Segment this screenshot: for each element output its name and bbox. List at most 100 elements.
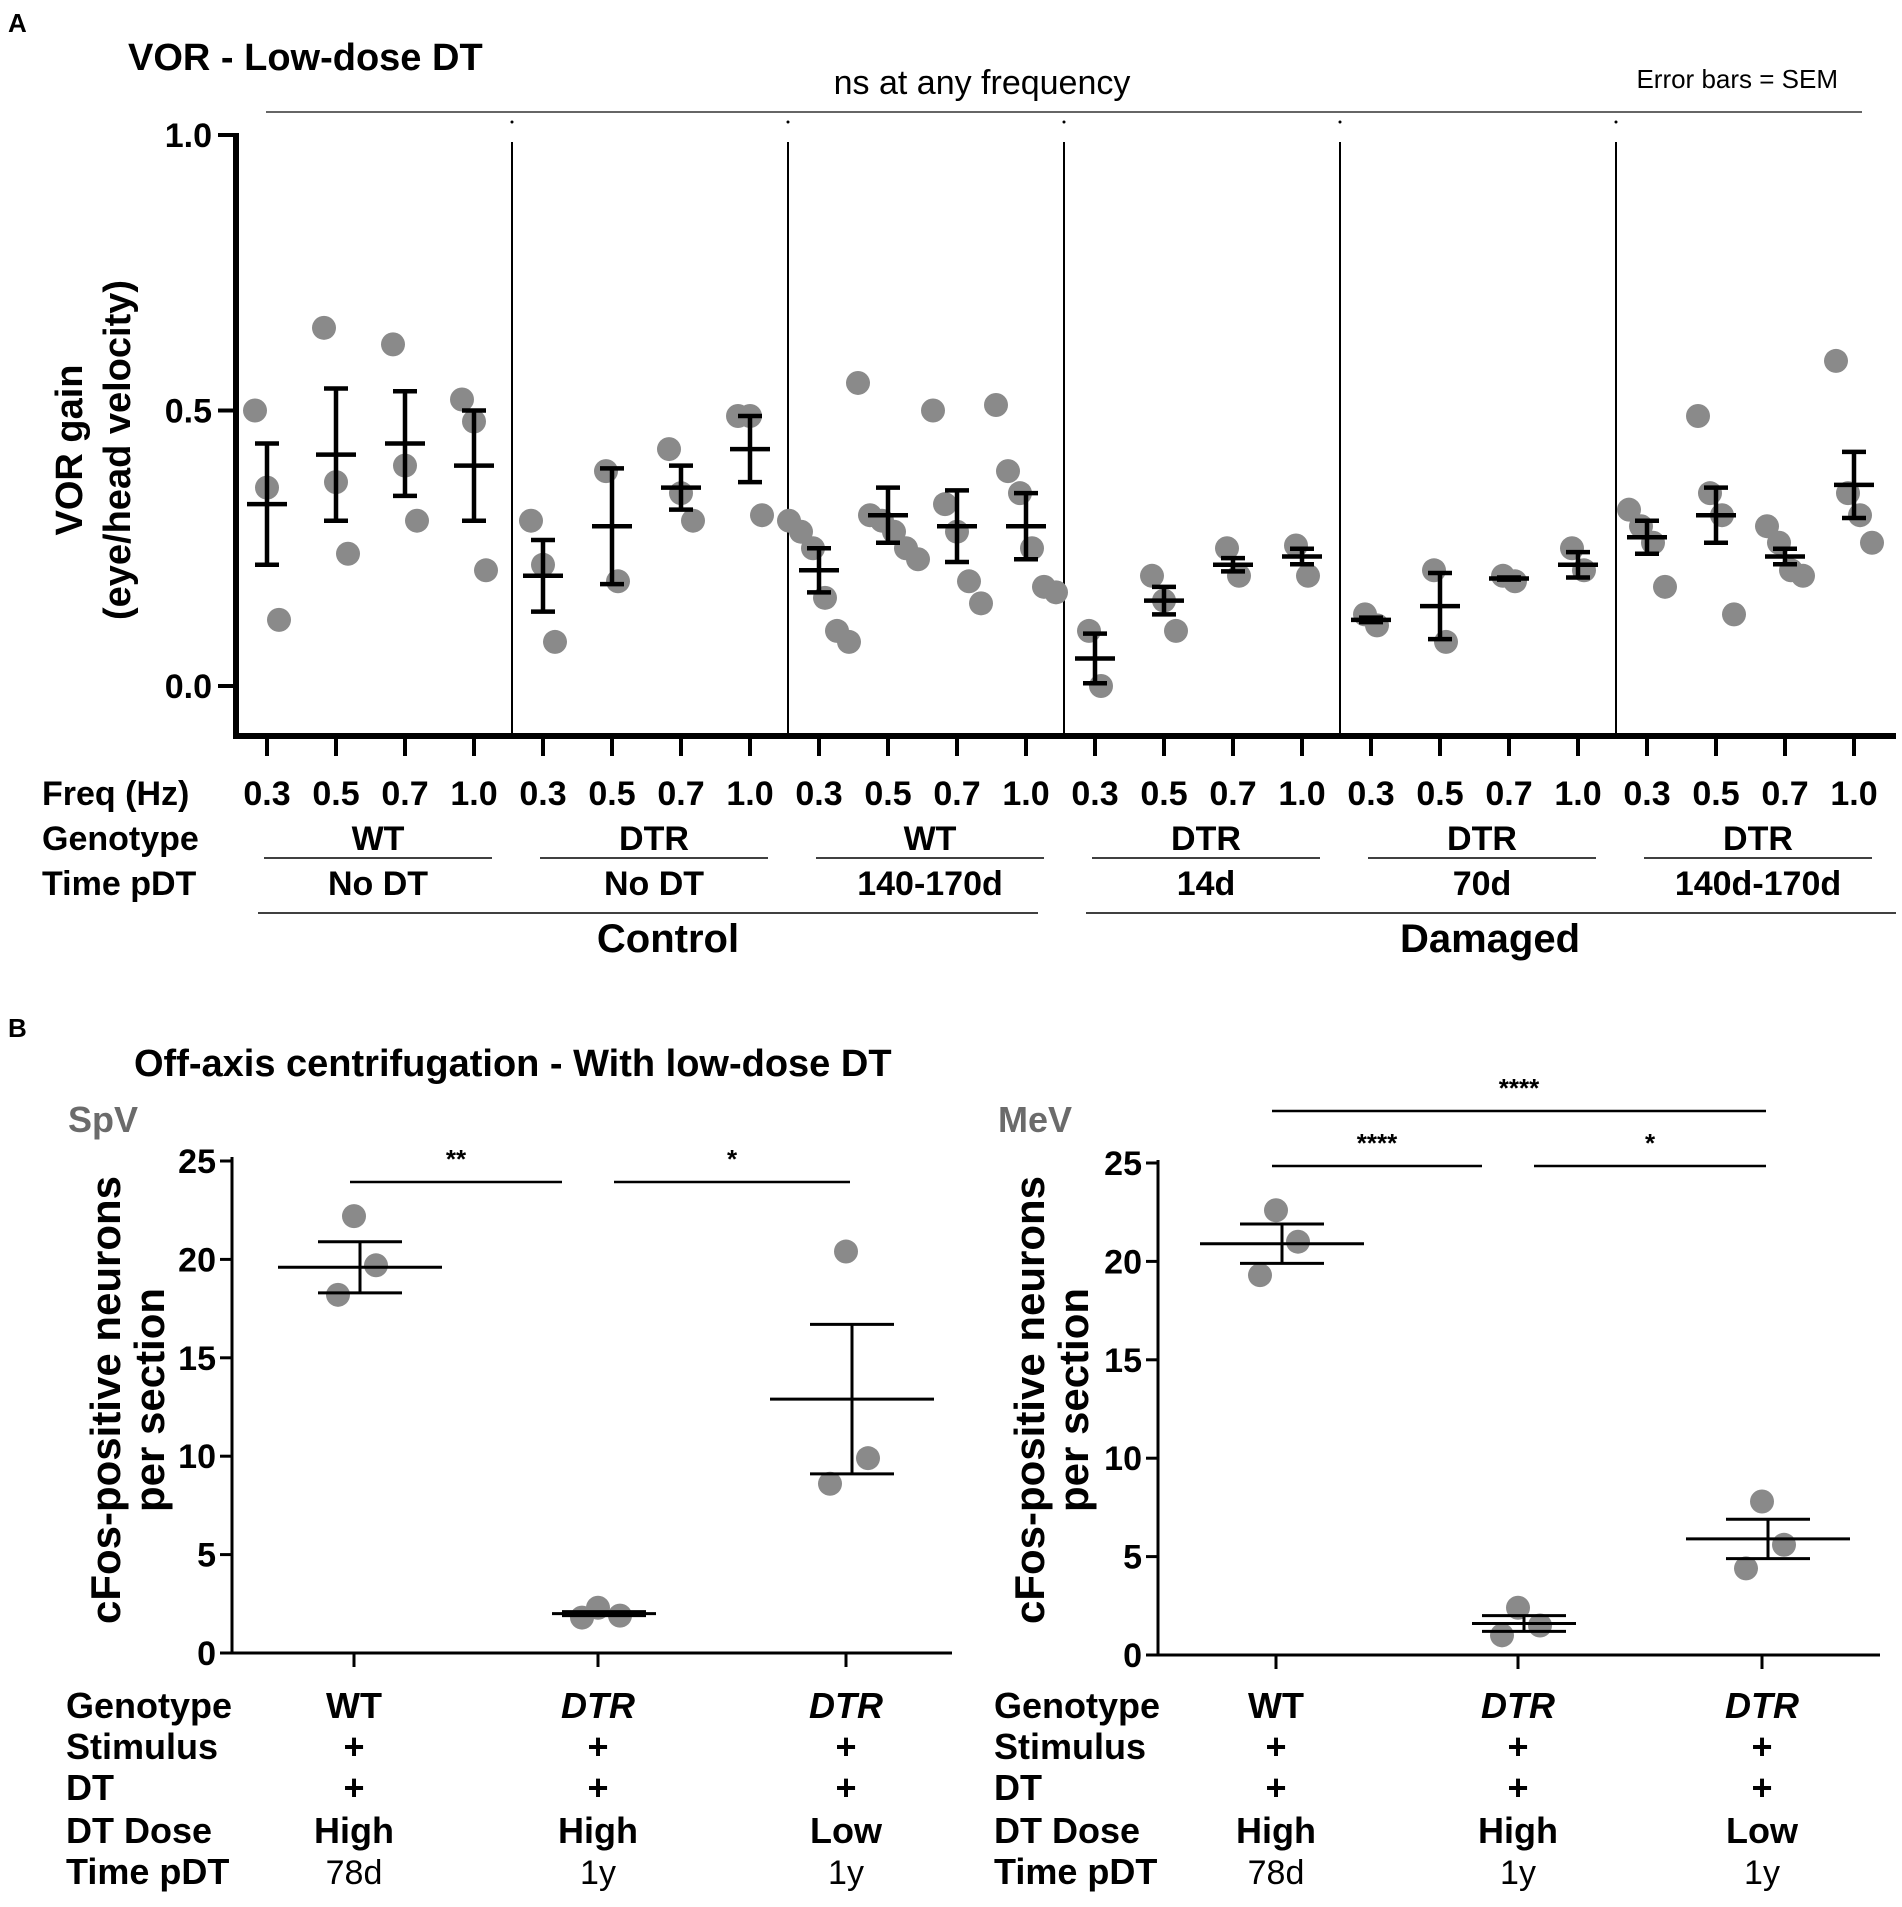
spv-genotype-2: DTR [561, 1685, 635, 1726]
spv-y-tick-label-20: 20 [178, 1241, 216, 1279]
spv-time-1: 78d [326, 1854, 383, 1892]
freq-label-6-0.5: 0.5 [1692, 775, 1739, 813]
freq-label-3-0.5: 0.5 [864, 775, 911, 813]
panel-b: B Off-axis centrifugation - With low-dos… [8, 1013, 1880, 1892]
group-4-freq-0.7-point [1227, 563, 1251, 588]
spv-dt-3: + [835, 1767, 856, 1808]
genotype-label-1: WT [352, 820, 405, 858]
group-6-freq-0.5-point [1722, 602, 1746, 627]
spv-comparison-label-1: ** [446, 1144, 467, 1174]
y-tick-label-1.0: 1.0 [165, 117, 212, 155]
freq-label-5-0.7: 0.7 [1485, 775, 1532, 813]
freq-label-4-1.0: 1.0 [1278, 775, 1325, 813]
group-4-freq-1.0-point [1284, 533, 1308, 558]
mev-cat-1-point [1264, 1198, 1288, 1223]
spv-dose-2: High [558, 1810, 638, 1851]
panel-a-group-dividers [510, 120, 1618, 736]
time-label-4: 14d [1177, 865, 1236, 903]
row-label-genotype: Genotype [42, 820, 199, 858]
group-3-freq-0.5-point [906, 547, 930, 572]
mev-region-label: MeV [998, 1099, 1072, 1140]
mev-y-tick-label-20: 20 [1104, 1243, 1142, 1281]
group-6-freq-1.0-point [1860, 530, 1884, 555]
time-label-6: 140d-170d [1675, 865, 1841, 903]
freq-label-3-1.0: 1.0 [1002, 775, 1049, 813]
panel-a-x-ticks: 0.3 0.5 0.7 1.0 0.3 0.5 0.7 1.0 0.3 0.5 0.7 1.0 0.3 0… [243, 736, 1878, 813]
mev-row-label-3: DT [994, 1767, 1042, 1808]
group-6-freq-1.0-point [1848, 503, 1872, 528]
spv-y-tick-label-5: 5 [197, 1537, 216, 1575]
group-4-freq-0.5-point [1140, 563, 1164, 588]
time-label-1: No DT [328, 865, 428, 903]
freq-label-6-0.7: 0.7 [1761, 775, 1808, 813]
freq-label-6-0.3: 0.3 [1623, 775, 1670, 813]
panel-a-letter: A [8, 8, 27, 38]
group-1-freq-0.7-point [381, 332, 405, 357]
group-4-freq-0.5-point [1164, 618, 1188, 643]
time-label-2: No DT [604, 865, 704, 903]
spv-dose-1: High [314, 1810, 394, 1851]
group-6-freq-0.7-point [1791, 563, 1815, 588]
freq-label-1-0.5: 0.5 [312, 775, 359, 813]
mev-dose-2: High [1478, 1810, 1558, 1851]
mev-row-label-1: Genotype [994, 1685, 1160, 1726]
mev-marks [1200, 1198, 1850, 1669]
mev-row-label-5: Time pDT [994, 1851, 1157, 1892]
mev-comparison-label-2: * [1645, 1128, 1656, 1158]
panel-a-y-label-line2: (eye/head velocity) [97, 280, 139, 620]
freq-label-1-1.0: 1.0 [450, 775, 497, 813]
mev-y-tick-label-25: 25 [1104, 1145, 1142, 1183]
group-1-freq-1.0-point [474, 558, 498, 583]
group-3-freq-0.7-point [933, 492, 957, 517]
mev-cat-3-point [1772, 1532, 1796, 1557]
mev-y-tick-label-15: 15 [1104, 1342, 1142, 1380]
freq-label-2-0.3: 0.3 [519, 775, 566, 813]
mev-dose-1: High [1236, 1810, 1316, 1851]
group-2-freq-0.7-point [657, 437, 681, 462]
group-5-freq-1.0-point [1560, 536, 1584, 561]
mev-row-label-4: DT Dose [994, 1810, 1140, 1851]
group-divider-tick-1 [510, 120, 514, 124]
spv-dt-2: + [587, 1767, 608, 1808]
group-6-freq-0.5-point [1698, 481, 1722, 506]
group-1-freq-0.3-point [267, 607, 291, 632]
significance-note: ns at any frequency [834, 64, 1131, 102]
spv-cat-2-point [570, 1605, 594, 1630]
group-divider-tick-2 [786, 120, 790, 124]
group-2-freq-0.3-point [543, 629, 567, 654]
mev-time-3: 1y [1744, 1854, 1780, 1892]
group-2-freq-1.0-point [750, 503, 774, 528]
panel-a-title: VOR - Low-dose DT [128, 37, 483, 79]
mev-y-tick-label-10: 10 [1104, 1440, 1142, 1478]
group-3-freq-0.7-point [969, 591, 993, 616]
spv-row-label-1: Genotype [66, 1685, 232, 1726]
spv-y-label-line1: cFos-positive neurons [82, 1176, 129, 1624]
y-tick-label-0.0: 0.0 [165, 668, 212, 706]
panel-a-y-label-line1: VOR gain [49, 364, 91, 535]
spv-row-label-2: Stimulus [66, 1726, 218, 1767]
supergroup-damaged: Damaged [1400, 917, 1580, 961]
panel-a-marks [243, 315, 1884, 698]
spv-genotype-3: DTR [809, 1685, 883, 1726]
spv-comparison-label-2: * [727, 1144, 738, 1174]
mev-significance: **** ***** [1272, 1073, 1766, 1168]
freq-label-2-0.7: 0.7 [657, 775, 704, 813]
group-3-freq-0.7-point [921, 398, 945, 423]
y-tick-label-0.5: 0.5 [165, 393, 212, 431]
supergroup-control: Control [597, 917, 739, 961]
panel-b-title: Off-axis centrifugation - With low-dose … [134, 1043, 892, 1085]
group-1-freq-0.3-point [243, 398, 267, 423]
group-4-freq-0.3-point [1089, 674, 1113, 698]
mev-cat-3-point [1734, 1556, 1758, 1581]
mev-cat-1-point [1248, 1263, 1272, 1288]
genotype-label-3: WT [904, 820, 957, 858]
row-label-freq: Freq (Hz) [42, 775, 189, 813]
group-6-freq-0.7-point [1767, 530, 1791, 555]
mev-comparison-label-1: **** [1357, 1128, 1398, 1158]
group-3-freq-1.0-point [1020, 536, 1044, 561]
freq-label-6-1.0: 1.0 [1830, 775, 1877, 813]
genotype-label-5: DTR [1447, 820, 1517, 858]
mev-y-label-line2: per section [1050, 1288, 1097, 1512]
row-label-time: Time pDT [42, 865, 197, 903]
panel-a-y-ticks: 0.0 0.5 1.0 [165, 117, 236, 706]
